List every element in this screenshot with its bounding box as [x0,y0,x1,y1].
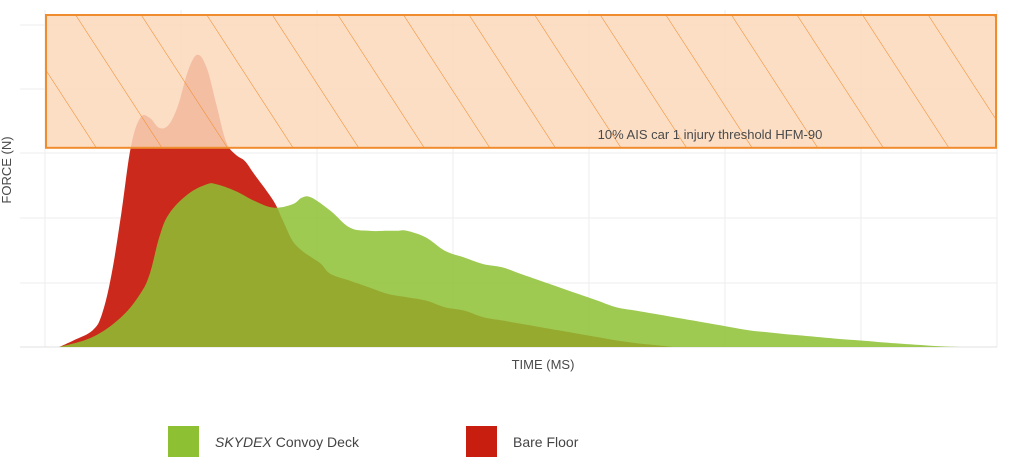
legend-item-bare-floor[interactable]: Bare Floor [466,426,578,457]
legend-swatch-bare-floor [466,426,497,457]
legend: SKYDEX Convoy Deck Bare Floor [0,426,1029,458]
x-axis-label: TIME (MS) [512,357,575,372]
legend-item-skydex[interactable]: SKYDEX Convoy Deck [168,426,359,457]
force-time-chart: 10% AIS car 1 injury threshold HFM-90 TI… [0,10,998,372]
threshold-band-border [45,14,997,149]
threshold-band-label: 10% AIS car 1 injury threshold HFM-90 [598,127,823,142]
threshold-band-hatch [46,15,996,148]
area-series-skydex [59,183,959,347]
threshold-band-group: 10% AIS car 1 injury threshold HFM-90 [45,14,997,149]
legend-label-bare-floor: Bare Floor [513,433,579,450]
y-axis-label: FORCE (N) [0,136,14,203]
legend-label-skydex: SKYDEX Convoy Deck [215,433,359,450]
legend-swatch-skydex [168,426,199,457]
